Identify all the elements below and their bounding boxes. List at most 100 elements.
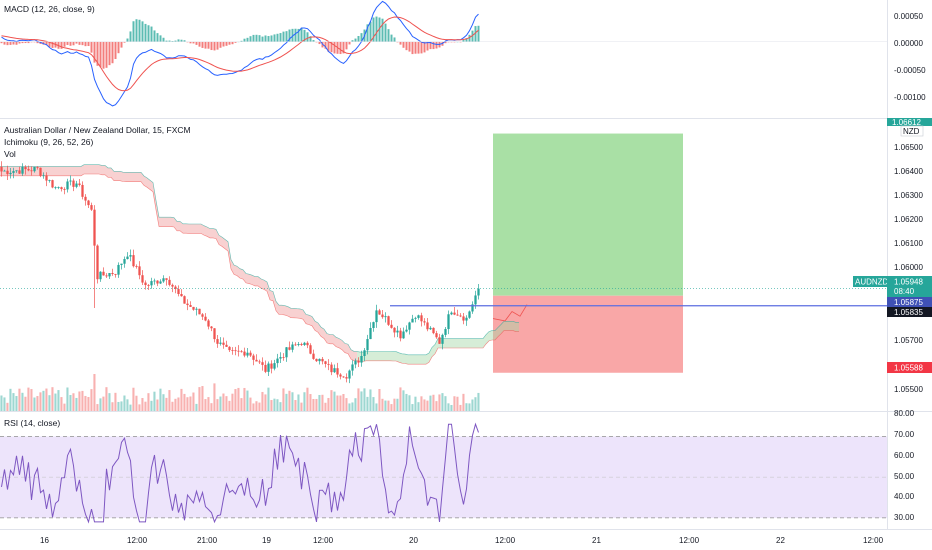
cloud-segment [459,338,462,348]
macd-histogram-bar [411,41,414,55]
time-label: 16 [40,536,49,545]
candle-body [381,314,384,318]
candle-body [390,324,393,328]
macd-histogram-bar [396,41,399,43]
macd-histogram-bar [450,41,453,43]
rsi-title[interactable]: RSI (14, close) [4,418,60,428]
cloud-segment [219,235,222,247]
take-profit-zone [493,133,683,296]
volume-bar [177,397,180,411]
candle-body [399,330,402,339]
candle-body [246,352,249,356]
macd-histogram-bar [459,41,462,43]
macd-histogram-bar [63,41,66,47]
cloud-segment [132,172,135,182]
cloud-segment [153,182,156,210]
cloud-segment [342,340,345,353]
volume-bar [474,397,477,411]
candle-body [153,280,156,282]
candle-body [78,183,81,185]
macd-histogram-bar [270,35,273,42]
candle-body [72,180,75,187]
volume-bar [156,399,159,411]
volume-bar [264,394,267,411]
candle-body [54,187,57,189]
volume-bar [390,404,393,411]
ichimoku-title[interactable]: Ichimoku (9, 26, 52, 26) [4,137,93,147]
macd-histogram-bar [141,21,144,42]
macd-histogram-bar [477,25,480,42]
candle-body [306,342,309,346]
macd-histogram-bar [234,41,237,43]
macd-histogram-bar [144,23,147,42]
cloud-segment [273,291,276,311]
volume-bar [453,396,456,411]
volume-bar [3,397,6,411]
cloud-segment [396,351,399,363]
macd-histogram-bar [381,18,384,42]
symbol-badge [853,276,887,287]
volume-bar [426,400,429,411]
price-tick: 1.05700 [894,336,923,345]
cloud-segment [156,200,159,227]
macd-histogram-bar [174,40,177,42]
cloud-segment [378,351,381,361]
macd-histogram-bar [207,41,210,49]
cloud-segment [120,171,123,182]
macd-histogram-bar [222,41,225,47]
candle-body [429,327,432,330]
currency-label-box[interactable] [900,125,924,137]
cloud-segment [510,321,513,331]
candle-body [126,256,129,260]
volume-bar [183,393,186,411]
macd-histogram-bar [153,30,156,42]
macd-histogram-bar [69,41,72,46]
cloud-segment [489,330,492,341]
macd-title[interactable]: MACD (12, 26, close, 9) [4,4,95,14]
macd-histogram-bar [297,28,300,42]
macd-histogram-bar [51,41,54,48]
volume-bar [285,393,288,411]
candle-body [468,311,471,318]
cloud-segment [75,166,78,176]
cloud-segment [111,167,114,181]
cloud-segment [366,351,369,361]
cloud-segment [471,338,474,348]
cloud-segment [222,237,225,249]
volume-bar [93,374,96,411]
macd-histogram-bar [171,41,174,42]
macd-histogram-bar [426,41,429,51]
cloud-segment [333,334,336,347]
cloud-segment [162,217,165,227]
cloud-segment [369,351,372,361]
volume-bar [201,386,204,411]
candle-body [285,347,288,358]
price-tick: 1.06400 [894,167,923,176]
volume-bar [402,390,405,411]
volume-bar [243,387,246,411]
macd-histogram-bar [417,41,420,54]
candlesticks[interactable] [0,161,480,384]
volume-title[interactable]: Vol [4,149,16,159]
time-label: 19 [262,536,271,545]
candle-body [396,330,399,333]
long-position-tool[interactable] [493,133,683,373]
volume-bar [231,393,234,411]
macd-histogram-bar [225,41,228,46]
candle-body [420,315,423,322]
cloud-segment [405,354,408,365]
cloud-segment [420,354,423,365]
symbol-title[interactable]: Australian Dollar / New Zealand Dollar, … [4,125,191,135]
volume-bar [159,388,162,411]
volume-bar [387,400,390,411]
volume-bar [69,395,72,411]
cloud-segment [426,352,429,365]
candle-body [138,266,141,276]
macd-histogram-bar [168,40,171,42]
cloud-segment [135,172,138,182]
volume-bar [330,390,333,411]
cloud-segment [330,334,333,344]
cloud-segment [468,338,471,348]
candle-body [111,273,114,275]
